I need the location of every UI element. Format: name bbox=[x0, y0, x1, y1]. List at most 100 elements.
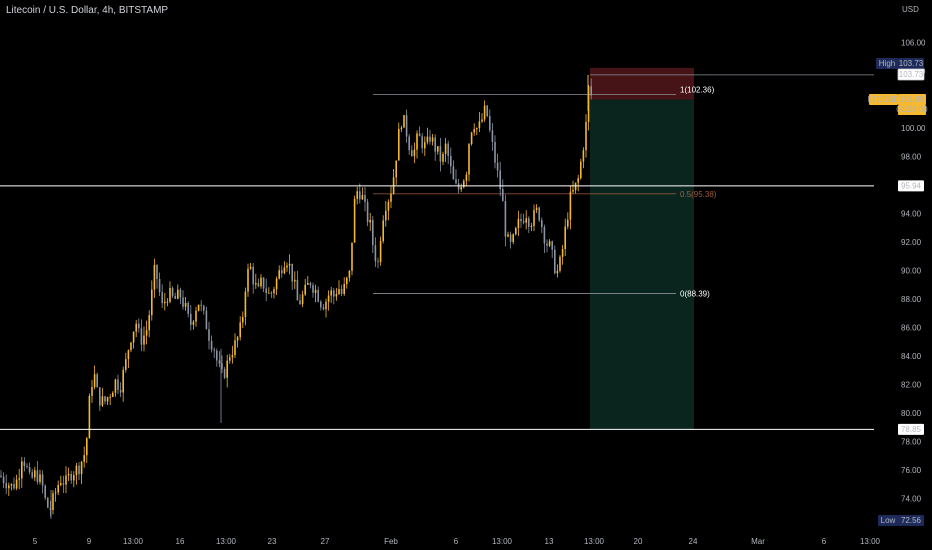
countdown-badge: 01:24:00 bbox=[896, 105, 928, 114]
time-tick-10: 13 bbox=[545, 537, 554, 546]
time-tick-6: 27 bbox=[321, 537, 330, 546]
candle-body-43 bbox=[112, 392, 114, 397]
candle-body-76 bbox=[197, 304, 200, 311]
candle-body-101 bbox=[262, 277, 265, 289]
candle-body-218 bbox=[567, 219, 569, 227]
candle-body-223 bbox=[580, 161, 582, 179]
candle-body-3 bbox=[8, 485, 10, 489]
candle-body-138 bbox=[359, 191, 361, 200]
candle-body-118 bbox=[307, 283, 309, 285]
candle-body-12 bbox=[31, 472, 33, 478]
candle-body-204 bbox=[530, 226, 533, 228]
candle-body-16 bbox=[41, 474, 44, 486]
candle-body-189 bbox=[491, 130, 494, 142]
candles-layer bbox=[0, 74, 592, 520]
candle-body-133 bbox=[346, 277, 348, 285]
position-zones bbox=[590, 67, 694, 430]
candle-body-141 bbox=[366, 201, 369, 223]
candle-body-74 bbox=[192, 321, 195, 325]
candle-body-177 bbox=[460, 187, 462, 190]
time-tick-14: Mar bbox=[751, 537, 765, 546]
candle-body-62 bbox=[161, 292, 163, 304]
candle-body-104 bbox=[270, 292, 273, 294]
fib-label-1: 1(102.36) bbox=[680, 85, 715, 94]
time-tick-1: 9 bbox=[87, 537, 92, 546]
candle-body-202 bbox=[525, 218, 527, 223]
candle-body-109 bbox=[283, 267, 286, 274]
time-tick-0: 5 bbox=[33, 537, 38, 546]
candle-body-9 bbox=[23, 461, 26, 467]
price-tick-10: 86.00 bbox=[901, 324, 922, 333]
candle-body-158 bbox=[411, 150, 413, 157]
candle-body-214 bbox=[556, 270, 559, 274]
fib-label-05: 0.5(95.38) bbox=[680, 190, 717, 199]
candle-body-47 bbox=[122, 369, 124, 393]
candle-body-21 bbox=[54, 492, 57, 494]
candle-body-149 bbox=[387, 201, 390, 211]
candle-body-227 bbox=[590, 86, 592, 96]
candle-body-184 bbox=[478, 121, 481, 129]
candle-body-73 bbox=[190, 313, 192, 325]
candle-body-153 bbox=[398, 129, 400, 161]
price-tick-14: 78.00 bbox=[901, 438, 922, 447]
price-tick-16: 74.00 bbox=[901, 495, 922, 504]
price-tick-8: 90.00 bbox=[901, 267, 922, 276]
candle-body-8 bbox=[21, 461, 23, 479]
price-tick-13: 80.00 bbox=[901, 409, 922, 418]
candle-body-103 bbox=[268, 292, 270, 294]
candle-body-106 bbox=[275, 278, 278, 290]
candle-body-215 bbox=[559, 256, 561, 271]
candle-body-34 bbox=[88, 395, 91, 439]
candle-body-15 bbox=[39, 474, 41, 483]
candle-body-155 bbox=[403, 115, 405, 128]
candle-body-40 bbox=[104, 396, 106, 402]
last-price-badge: 101.99 bbox=[900, 95, 925, 104]
candle-body-197 bbox=[512, 234, 514, 242]
candle-body-64 bbox=[166, 301, 169, 303]
price-tick-0: 106.00 bbox=[901, 39, 926, 48]
candle-body-142 bbox=[369, 219, 371, 223]
candle-body-111 bbox=[288, 263, 291, 266]
candle-body-163 bbox=[424, 142, 426, 149]
candle-body-175 bbox=[455, 179, 457, 184]
candle-body-55 bbox=[143, 335, 145, 345]
candle-body-4 bbox=[10, 484, 13, 486]
candle-body-200 bbox=[520, 218, 522, 222]
candle-body-57 bbox=[148, 315, 150, 331]
time-tick-4: 13:00 bbox=[216, 537, 237, 546]
candle-body-77 bbox=[200, 304, 202, 306]
candle-body-59 bbox=[153, 264, 156, 290]
candle-body-102 bbox=[265, 288, 267, 294]
candle-body-28 bbox=[73, 475, 75, 481]
candle-body-71 bbox=[184, 302, 187, 307]
time-axis[interactable]: 5 9 13:00 16 13:00 23 27 Feb 6 13:00 13 13:00 20 24 Ma… bbox=[33, 537, 881, 546]
candle-body-195 bbox=[507, 234, 509, 237]
candle-body-114 bbox=[296, 279, 299, 301]
candle-body-170 bbox=[442, 153, 444, 162]
take-profit-zone bbox=[590, 99, 694, 430]
candle-body-217 bbox=[564, 226, 566, 249]
candle-body-49 bbox=[127, 350, 130, 360]
time-tick-8: 6 bbox=[454, 537, 459, 546]
candle-body-212 bbox=[551, 241, 553, 250]
candle-body-29 bbox=[75, 465, 78, 476]
candle-body-46 bbox=[119, 389, 122, 393]
candle-body-130 bbox=[338, 288, 340, 294]
candle-body-135 bbox=[351, 242, 353, 271]
candle-body-205 bbox=[533, 210, 535, 227]
candle-body-150 bbox=[390, 193, 392, 202]
currency-label: USD bbox=[902, 5, 919, 14]
stop-loss-zone bbox=[590, 67, 694, 100]
candle-body-122 bbox=[317, 289, 319, 302]
candle-body-2 bbox=[5, 483, 7, 489]
candle-body-166 bbox=[431, 137, 434, 142]
candle-body-216 bbox=[561, 248, 564, 257]
candle-body-168 bbox=[437, 146, 439, 152]
candle-body-81 bbox=[210, 340, 213, 350]
candle-body-36 bbox=[93, 374, 96, 388]
candle-body-182 bbox=[473, 129, 475, 133]
candle-body-144 bbox=[374, 245, 377, 262]
candle-body-208 bbox=[541, 220, 543, 228]
